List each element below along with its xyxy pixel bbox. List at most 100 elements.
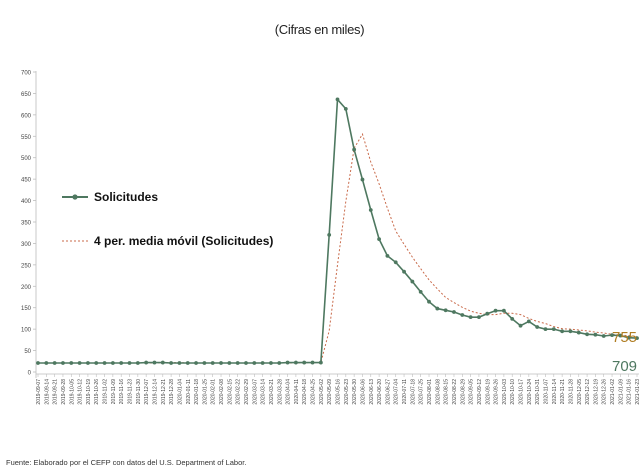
y-axis-ticks: 0 50 100 150 200 250 300 350 400 450 500 550 600 650 7… bbox=[21, 71, 36, 377]
y-tick-label: 650 bbox=[21, 92, 32, 98]
data-point-solicitudes bbox=[435, 306, 440, 311]
data-point-solicitudes bbox=[485, 311, 490, 316]
data-point-solicitudes bbox=[443, 308, 448, 313]
x-tick-label: 2021-01-23 bbox=[635, 379, 639, 405]
annotation-moving-average-value: 755 bbox=[612, 329, 637, 346]
data-point-solicitudes bbox=[560, 329, 565, 334]
x-tick-label: 2019-10-12 bbox=[78, 379, 84, 405]
data-point-solicitudes bbox=[227, 361, 232, 365]
x-tick-label: 2020-10-24 bbox=[527, 379, 533, 405]
x-tick-label: 2020-08-22 bbox=[452, 379, 458, 405]
x-tick-label: 2020-03-21 bbox=[269, 379, 275, 405]
x-tick-label: 2020-02-08 bbox=[219, 379, 225, 405]
data-point-solicitudes bbox=[493, 308, 498, 313]
data-point-solicitudes bbox=[368, 208, 373, 212]
x-tick-label: 2020-05-02 bbox=[319, 379, 325, 405]
series-layer bbox=[36, 97, 639, 365]
data-point-solicitudes bbox=[410, 279, 415, 284]
data-point-solicitudes bbox=[169, 361, 174, 365]
x-tick-label: 2019-11-09 bbox=[111, 379, 117, 404]
data-point-solicitudes bbox=[210, 361, 215, 365]
data-point-solicitudes bbox=[94, 361, 99, 365]
data-point-solicitudes bbox=[194, 361, 198, 365]
x-tick-label: 2020-08-01 bbox=[427, 379, 433, 405]
legend-marker-solicitudes bbox=[72, 194, 78, 200]
y-tick-label: 100 bbox=[21, 328, 32, 334]
data-point-solicitudes bbox=[152, 360, 157, 365]
x-axis-ticks: 2019-09-07 2019-09-14 2019-09-21 2019-09-28… bbox=[36, 374, 639, 405]
x-tick-label: 2020-08-29 bbox=[460, 379, 466, 405]
data-point-solicitudes bbox=[127, 361, 132, 365]
x-tick-label: 2020-02-29 bbox=[244, 379, 250, 405]
data-point-solicitudes bbox=[260, 361, 265, 365]
data-point-solicitudes bbox=[202, 361, 207, 365]
data-point-solicitudes bbox=[294, 360, 298, 365]
data-point-solicitudes bbox=[568, 329, 573, 334]
data-point-solicitudes bbox=[86, 361, 90, 365]
x-tick-label: 2020-02-15 bbox=[227, 379, 233, 405]
x-tick-label: 2019-11-23 bbox=[128, 379, 134, 404]
data-point-solicitudes bbox=[135, 361, 140, 365]
x-tick-label: 2020-11-07 bbox=[543, 379, 549, 404]
series-line-solicitudes bbox=[38, 97, 638, 364]
x-tick-label: 2020-01-25 bbox=[202, 379, 208, 405]
x-tick-label: 2020-05-09 bbox=[327, 379, 333, 405]
y-tick-label: 550 bbox=[21, 135, 32, 141]
x-tick-label: 2020-09-05 bbox=[469, 379, 475, 405]
x-tick-label: 2019-12-14 bbox=[152, 379, 158, 405]
x-tick-label: 2020-11-21 bbox=[560, 379, 566, 404]
y-tick-label: 50 bbox=[24, 349, 31, 355]
x-tick-label: 2021-01-16 bbox=[627, 379, 633, 405]
data-point-solicitudes bbox=[526, 319, 531, 324]
y-tick-label: 200 bbox=[21, 285, 32, 291]
x-tick-label: 2020-06-13 bbox=[369, 379, 375, 405]
x-tick-label: 2020-03-28 bbox=[277, 379, 283, 405]
data-point-solicitudes bbox=[377, 237, 381, 242]
x-tick-label: 2019-09-28 bbox=[61, 379, 67, 405]
x-tick-label: 2020-04-04 bbox=[286, 379, 292, 405]
data-point-solicitudes bbox=[610, 333, 614, 338]
x-tick-label: 2020-04-11 bbox=[294, 379, 300, 404]
chart-subtitle: (Cifras en miles) bbox=[274, 22, 365, 37]
data-point-solicitudes bbox=[460, 313, 465, 317]
x-tick-label: 2020-06-20 bbox=[377, 379, 383, 405]
data-point-solicitudes bbox=[44, 361, 49, 365]
data-point-solicitudes bbox=[119, 361, 124, 365]
x-tick-label: 2020-07-11 bbox=[402, 379, 408, 404]
x-tick-label: 2020-02-01 bbox=[211, 379, 217, 405]
x-tick-label: 2020-10-17 bbox=[519, 379, 525, 405]
x-tick-label: 2020-04-18 bbox=[302, 379, 308, 405]
y-tick-label: 500 bbox=[21, 156, 32, 162]
x-tick-label: 2020-12-26 bbox=[602, 379, 608, 405]
x-tick-label: 2019-12-21 bbox=[161, 379, 167, 405]
x-tick-label: 2021-01-02 bbox=[610, 379, 616, 405]
data-point-solicitudes bbox=[285, 360, 290, 365]
data-point-solicitudes bbox=[77, 361, 82, 365]
x-tick-label: 2019-12-28 bbox=[169, 379, 175, 405]
data-point-solicitudes bbox=[144, 360, 149, 365]
y-tick-label: 350 bbox=[21, 221, 32, 227]
data-point-solicitudes bbox=[352, 147, 357, 152]
x-tick-label: 2019-12-07 bbox=[144, 379, 150, 405]
data-point-solicitudes bbox=[551, 327, 556, 332]
x-tick-label: 2019-11-30 bbox=[136, 379, 142, 404]
x-tick-label: 2020-10-10 bbox=[510, 379, 516, 405]
x-tick-label: 2019-10-19 bbox=[86, 379, 92, 405]
x-tick-label: 2020-06-27 bbox=[385, 379, 391, 405]
x-tick-label: 2020-08-15 bbox=[444, 379, 450, 405]
data-point-solicitudes bbox=[418, 289, 423, 294]
data-point-solicitudes bbox=[501, 308, 506, 313]
x-tick-label: 2019-09-07 bbox=[36, 379, 42, 405]
data-point-solicitudes bbox=[618, 333, 623, 338]
data-point-solicitudes bbox=[52, 361, 57, 365]
x-tick-label: 2019-11-02 bbox=[103, 379, 109, 404]
data-point-solicitudes bbox=[393, 260, 398, 265]
x-tick-label: 2020-03-14 bbox=[261, 379, 267, 405]
x-tick-label: 2020-12-19 bbox=[593, 379, 599, 405]
data-point-solicitudes bbox=[244, 361, 248, 365]
data-point-solicitudes bbox=[535, 325, 540, 329]
data-point-solicitudes bbox=[468, 315, 473, 320]
x-tick-label: 2020-09-19 bbox=[485, 379, 491, 405]
x-tick-label: 2020-10-03 bbox=[502, 379, 508, 405]
